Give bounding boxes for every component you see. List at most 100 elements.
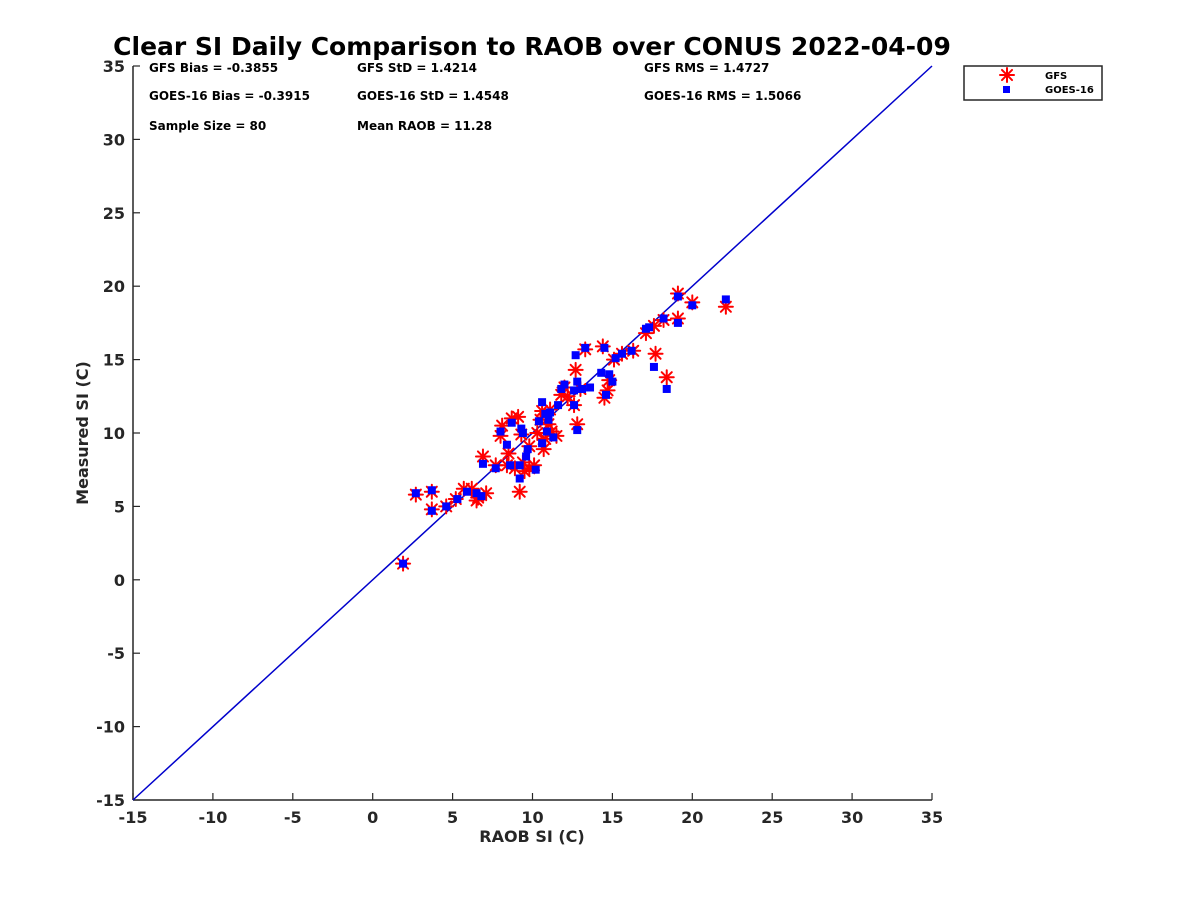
y-axis-label: Measured SI (C)	[73, 361, 92, 505]
x-tick-label: 0	[367, 808, 378, 827]
y-tick-label: -15	[96, 791, 125, 810]
goes-16-point	[462, 487, 471, 496]
goes-16-point	[496, 427, 505, 436]
goes-16-point	[442, 502, 451, 511]
stat-goes-bias: GOES-16 Bias = -0.3915	[149, 89, 310, 103]
goes-16-point	[411, 489, 420, 498]
goes-16-point	[538, 398, 547, 407]
stat-gfs-std: GFS StD = 1.4214	[357, 61, 477, 75]
goes-16-point	[523, 445, 532, 454]
goes-16-point	[427, 486, 436, 495]
goes-16-point	[477, 492, 486, 501]
goes-16-point	[427, 506, 436, 515]
legend-gfs-marker	[999, 67, 1015, 83]
goes-16-point	[688, 301, 697, 310]
x-tick-label: 15	[601, 808, 623, 827]
x-tick-label: 25	[761, 808, 783, 827]
plot-area: -15 -10 -5 0 5 10 15 20 25 30 35 -15 -10 -5 0 5 10 15 20 2…	[96, 57, 943, 827]
goes-16-point	[602, 390, 611, 399]
y-tick-label: -10	[96, 718, 125, 737]
goes-16-point	[571, 351, 580, 360]
goes-16-point	[570, 386, 579, 395]
goes-16-point	[600, 343, 609, 352]
goes-16-point	[645, 323, 654, 332]
stat-gfs-bias: GFS Bias = -0.3855	[149, 61, 278, 75]
goes-16-point	[557, 384, 566, 393]
y-tick-label: 5	[114, 497, 125, 516]
x-axis-label: RAOB SI (C)	[479, 827, 584, 846]
goes-16-point	[502, 440, 511, 449]
chart-title: Clear SI Daily Comparison to RAOB over C…	[113, 32, 951, 61]
goes-16-point	[534, 417, 543, 426]
goes-16-point	[673, 318, 682, 327]
goes-16-point	[549, 433, 558, 442]
legend: GFS GOES-16	[963, 65, 1103, 101]
y-tick-label: 20	[103, 277, 125, 296]
goes-16-point	[586, 383, 595, 392]
goes-16-point	[659, 314, 668, 323]
goes-16-point	[649, 362, 658, 371]
goes-16-point	[507, 418, 516, 427]
x-axis-ticks: -15 -10 -5 0 5 10 15 20 25 30 35	[119, 793, 943, 827]
legend-gfs-label: GFS	[1045, 71, 1067, 82]
stat-gfs-rms: GFS RMS = 1.4727	[644, 61, 769, 75]
legend-goes-16-label: GOES-16	[1045, 85, 1094, 96]
goes-16-point	[721, 295, 730, 304]
gfs-point	[647, 345, 664, 362]
goes-16-point	[608, 377, 617, 386]
goes-16-point	[538, 439, 547, 448]
goes-16-point	[570, 401, 579, 410]
goes-16-point	[515, 474, 524, 483]
goes-16-point	[517, 424, 526, 433]
x-tick-label: -5	[284, 808, 302, 827]
y-tick-label: -5	[107, 644, 125, 663]
x-tick-label: 35	[921, 808, 943, 827]
gfs-point	[529, 425, 546, 441]
goes-16-point	[605, 370, 614, 379]
x-tick-label: 20	[681, 808, 703, 827]
goes-16-point	[617, 349, 626, 358]
goes-16-point	[560, 380, 569, 389]
series-goes-16	[399, 292, 730, 568]
y-axis-ticks: -15 -10 -5 0 5 10 15 20 25 30 35	[96, 57, 140, 810]
goes-16-point	[542, 427, 551, 436]
y-tick-label: 30	[103, 130, 125, 149]
goes-16-point	[472, 489, 481, 498]
gfs-point	[511, 483, 528, 500]
legend-goes-16-marker	[1003, 86, 1010, 93]
gfs-point	[500, 445, 517, 462]
stat-goes-std: GOES-16 StD = 1.4548	[357, 89, 509, 103]
stat-goes-rms: GOES-16 RMS = 1.5066	[644, 89, 801, 103]
goes-16-point	[627, 346, 636, 355]
goes-16-point	[453, 495, 462, 504]
x-tick-label: 10	[521, 808, 543, 827]
gfs-legend-asterisk	[999, 67, 1015, 83]
goes-16-point	[531, 465, 540, 474]
goes-16-point	[544, 415, 553, 424]
goes-16-point	[518, 429, 527, 437]
goes-16-point	[515, 461, 524, 470]
y-tick-label: 10	[103, 424, 125, 443]
x-tick-label: -15	[119, 808, 148, 827]
goes-16-point	[506, 461, 515, 470]
goes-16-point	[491, 464, 500, 473]
goes-16-point	[573, 426, 582, 435]
gfs-point	[658, 369, 675, 386]
y-tick-label: 25	[103, 204, 125, 223]
goes-16-point	[581, 343, 590, 352]
goes-16-point	[611, 354, 620, 363]
goes-16-point	[399, 559, 408, 568]
stat-mean-raob: Mean RAOB = 11.28	[357, 119, 492, 133]
gfs-point	[567, 361, 584, 378]
legend-box	[963, 65, 1103, 101]
goes-16-point	[597, 368, 606, 377]
x-tick-label: -10	[198, 808, 227, 827]
goes-16-point	[522, 452, 531, 461]
goes-16-point	[541, 409, 550, 418]
goes-16-point	[578, 384, 587, 393]
y-tick-label: 0	[114, 571, 125, 590]
y-tick-label: 15	[103, 351, 125, 370]
x-tick-label: 5	[447, 808, 458, 827]
